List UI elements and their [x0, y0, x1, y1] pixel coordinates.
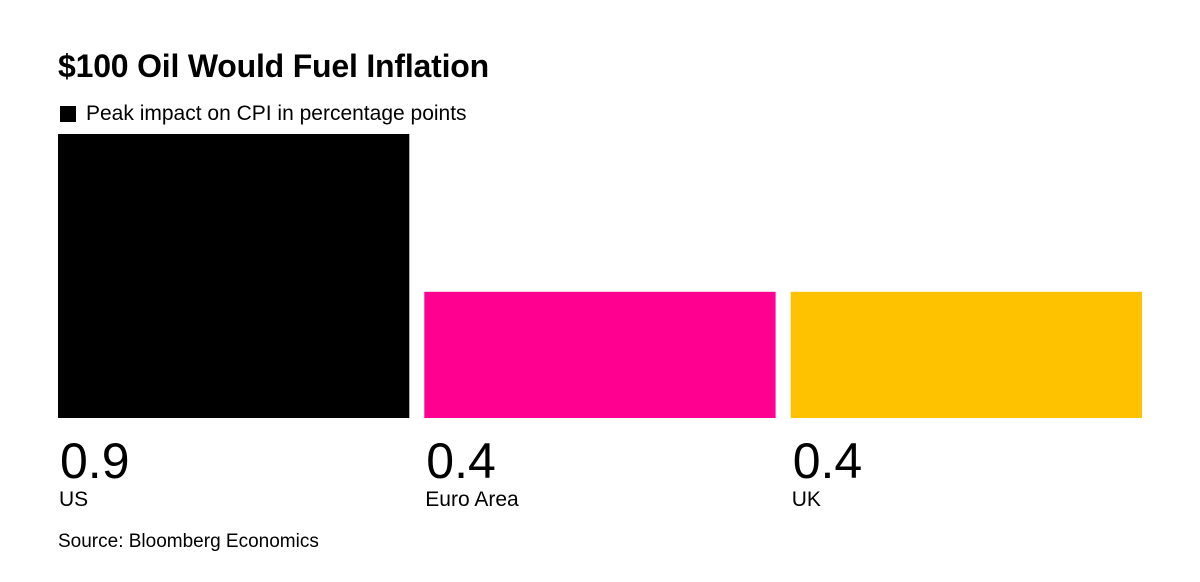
bar-euro-area — [424, 291, 776, 418]
bar-uk — [790, 291, 1142, 418]
source-note: Source: Bloomberg Economics — [58, 531, 319, 552]
value-label-us: 0.9 — [60, 433, 130, 489]
legend-swatch — [60, 106, 76, 122]
value-label-euro-area: 0.4 — [426, 433, 496, 489]
category-label-euro-area: Euro Area — [425, 488, 519, 511]
category-label-uk: UK — [792, 488, 821, 511]
value-label-uk: 0.4 — [793, 433, 863, 489]
chart-title: $100 Oil Would Fuel Inflation — [58, 48, 489, 84]
legend: Peak impact on CPI in percentage points — [60, 100, 467, 128]
legend-label: Peak impact on CPI in percentage points — [86, 102, 467, 125]
category-label-us: US — [59, 488, 88, 511]
bar-us — [58, 134, 410, 418]
